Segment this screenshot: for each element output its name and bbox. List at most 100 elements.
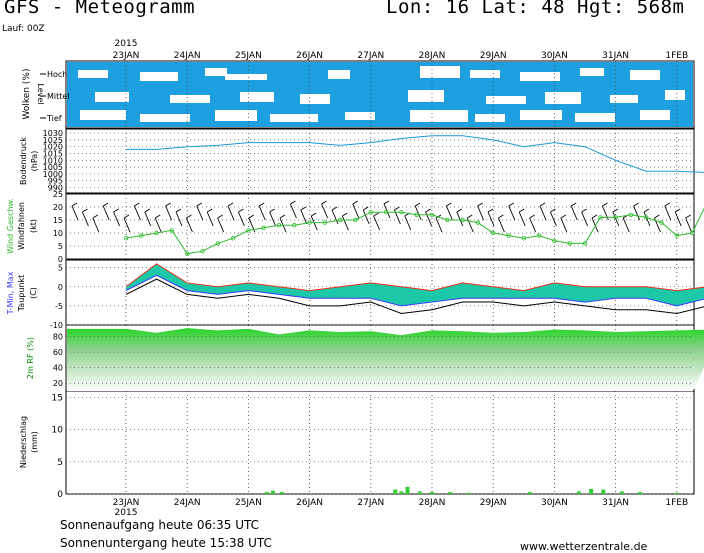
cloud-gap: [345, 112, 375, 120]
precip-tick: 5: [57, 458, 63, 468]
wind-barb-flag-icon: [331, 206, 338, 211]
x-tick-bottom: 1FEB: [665, 498, 688, 508]
wind-barb-icon: [102, 205, 110, 221]
wind-speed-marker: [215, 241, 220, 246]
wind-speed-marker: [552, 238, 557, 243]
wind-barb-icon: [581, 211, 589, 227]
wind-barb-flag-icon: [321, 200, 327, 205]
wind-barb-icon: [331, 209, 339, 225]
wind-speed-marker: [292, 222, 297, 228]
temperature-y-label-2: Taupunkt: [17, 275, 26, 313]
cloud-y-label: Wolken (%): [22, 69, 32, 120]
wind-speed-marker: [429, 212, 435, 217]
precip-bar: [674, 492, 679, 494]
wind-barb-icon: [352, 203, 360, 219]
humidity-y-label: 2m RF (%): [26, 337, 35, 379]
wind-speed-marker: [460, 217, 465, 223]
wind-barb-icon: [133, 205, 141, 221]
pressure-tick: 1030: [43, 129, 63, 138]
cloud-gap: [520, 110, 562, 120]
wind-barb-icon: [237, 211, 245, 227]
location-info: Lon: 16 Lat: 48 Hgt: 568m: [386, 0, 685, 18]
wind-barb-icon: [300, 209, 308, 225]
wind-barb-icon: [258, 205, 266, 221]
cloud-gap: [300, 94, 330, 104]
pressure-tick: 1000: [43, 170, 63, 179]
wind-barb-icon: [217, 217, 225, 233]
wind-barb-flag-icon: [258, 202, 265, 207]
wind-barb-flag-icon: [477, 202, 483, 207]
cloud-level-label: Hoch: [47, 70, 67, 79]
x-tick-top: 29JAN: [480, 51, 507, 61]
wind-barb-flag-icon: [529, 214, 535, 219]
cloud-gap: [408, 90, 444, 102]
wind-barb-icon: [560, 217, 568, 233]
precip-bar: [405, 486, 410, 494]
precip-bar: [466, 492, 471, 494]
humidity-tick: 40: [53, 364, 63, 373]
cloud-gap: [78, 70, 108, 78]
wind-barb-flag-icon: [685, 214, 691, 219]
wind-barb-flag-icon: [102, 202, 109, 207]
wind-speed-marker: [169, 228, 175, 233]
wind-barb-flag-icon: [279, 214, 286, 219]
wind-barb-flag-icon: [539, 202, 546, 207]
x-tick-bottom: 31JAN: [602, 498, 629, 508]
pressure-tick: 995: [48, 177, 63, 186]
x-tick-top: 1FEB: [665, 51, 688, 61]
wind-barb-flag-icon: [518, 208, 525, 213]
humidity-tick: 80: [53, 333, 63, 342]
pressure-y-label: Bodendruck: [19, 137, 28, 185]
temperature-tick: 0: [58, 283, 63, 292]
wind-speed-marker: [506, 233, 511, 238]
wind-barb-icon: [633, 205, 641, 221]
wind-speed-marker: [475, 220, 481, 225]
temperature-tick: -5: [55, 302, 63, 311]
pressure-line: [126, 135, 704, 173]
wind-barb-icon: [81, 211, 89, 227]
wind-speed-marker: [491, 230, 496, 236]
cloud-gap: [328, 70, 350, 79]
precip-bar: [576, 491, 581, 494]
wind-barb-flag-icon: [612, 208, 619, 213]
wind-speed-marker: [307, 220, 312, 225]
wind-barb-flag-icon: [186, 214, 192, 219]
wind-speed-marker: [567, 241, 572, 246]
wind-speed-marker: [628, 212, 634, 217]
wind-barb-flag-icon: [362, 206, 369, 211]
panel-frame-precipitation: [65, 390, 695, 495]
precip-bar: [280, 492, 285, 494]
model-run: Lauf: 00Z: [2, 24, 45, 34]
wind-speed-marker: [368, 209, 373, 215]
wind-barb-icon: [591, 217, 599, 233]
wind-barb-flag-icon: [570, 202, 577, 207]
wind-speed-line: [125, 207, 704, 255]
wind-barb-icon: [362, 209, 370, 225]
wind-barb-icon: [445, 205, 453, 221]
cloud-gap: [420, 66, 460, 78]
wind-barb-flag-icon: [144, 208, 151, 213]
pressure-tick: 990: [48, 184, 63, 193]
cloud-gap: [215, 110, 257, 121]
panel-frame-wind: [65, 193, 695, 260]
x-tick-top: 23JAN: [113, 51, 140, 61]
wind-barb-flag-icon: [290, 200, 296, 205]
wind-barb-flag-icon: [175, 208, 182, 213]
wind-barb-flag-icon: [383, 200, 390, 205]
wind-y-label-2: Windfahnen: [17, 202, 26, 250]
wind-barb-icon: [685, 217, 693, 233]
wind-barb-icon: [622, 217, 630, 233]
wind-barb-flag-icon: [82, 208, 88, 213]
wind-barb-icon: [269, 211, 277, 227]
cloud-gap: [170, 95, 210, 103]
wind-tick: 20: [53, 203, 63, 212]
cloud-gap: [610, 95, 638, 103]
website-link[interactable]: www.wetterzentrale.de: [520, 540, 648, 553]
pressure-tick: 1005: [43, 163, 63, 172]
precip-y-label: Niederschlag: [19, 416, 28, 468]
wind-barb-flag-icon: [508, 202, 515, 207]
x-tick-bottom: 23JAN: [113, 498, 140, 508]
wind-speed-marker: [184, 251, 190, 256]
wind-barb-icon: [227, 205, 235, 221]
wind-barb-icon: [175, 211, 183, 227]
